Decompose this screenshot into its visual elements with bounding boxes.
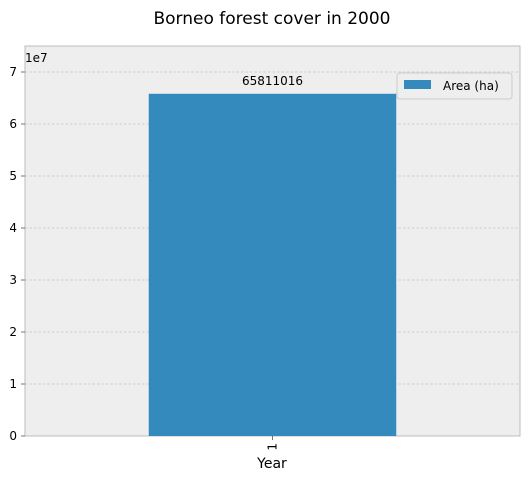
y-axis-ticks: 0 1 2 3 4 5 6 7 [9, 65, 25, 443]
data-labels: 65811016 [242, 74, 303, 88]
data-label-1: 65811016 [242, 74, 303, 88]
x-tick-label-1: 1 [266, 443, 280, 451]
y-tick-label-3: 3 [9, 273, 17, 287]
legend: Area (ha) [397, 73, 512, 99]
legend-swatch [404, 80, 431, 89]
y-tick-label-5: 5 [9, 169, 17, 183]
x-axis-label: Year [256, 456, 287, 472]
y-tick-label-6: 6 [9, 117, 17, 131]
x-axis-ticks: 1 [266, 436, 280, 451]
y-tick-label-0: 0 [9, 429, 17, 443]
bar-1 [149, 94, 397, 436]
y-tick-label-7: 7 [9, 65, 17, 79]
legend-entry-area-ha: Area (ha) [443, 79, 499, 93]
y-tick-label-1: 1 [9, 377, 17, 391]
chart-title: Borneo forest cover in 2000 [153, 9, 390, 29]
y-tick-label-4: 4 [9, 221, 17, 235]
y-tick-label-2: 2 [9, 325, 17, 339]
bars [149, 94, 397, 436]
y-axis-offset-label: 1e7 [25, 51, 48, 65]
